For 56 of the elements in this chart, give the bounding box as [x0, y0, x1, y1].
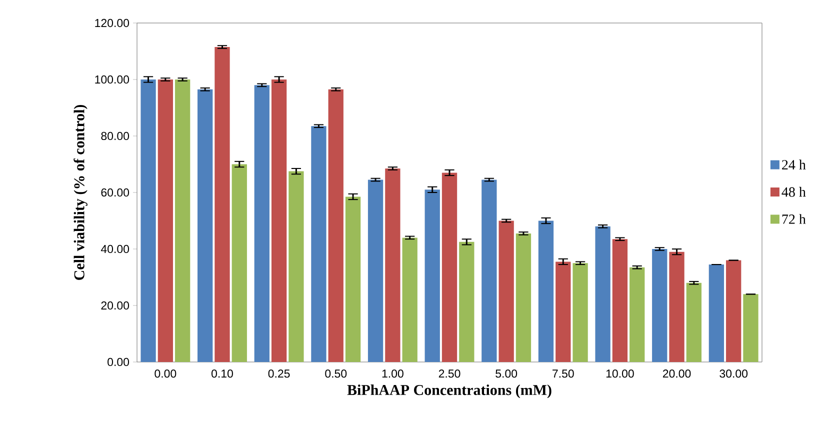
bar — [402, 238, 418, 362]
bar — [345, 196, 361, 362]
x-tick-label: 20.00 — [662, 370, 691, 378]
bar — [612, 239, 628, 362]
bar — [140, 79, 156, 362]
x-tick-label: 0.00 — [154, 370, 176, 378]
bar — [368, 180, 384, 362]
bar — [198, 89, 213, 362]
bar — [652, 248, 668, 362]
bar — [214, 47, 230, 362]
x-tick-label: 30.00 — [720, 370, 748, 378]
legend-label: 48 h — [782, 186, 806, 197]
x-tick-label: 0.10 — [212, 370, 233, 378]
bar — [726, 260, 742, 362]
x-axis-title: BiPhAAP Concentrations (mM) — [347, 384, 552, 398]
x-tick-label: 7.50 — [552, 370, 574, 378]
bar — [288, 171, 304, 362]
x-tick-label: 0.25 — [268, 370, 290, 378]
bar — [572, 263, 588, 362]
bar — [686, 282, 702, 362]
bar — [424, 190, 440, 362]
x-tick-label: 0.50 — [325, 370, 347, 378]
bar — [538, 220, 554, 362]
bar — [254, 85, 270, 362]
bar — [459, 242, 474, 362]
x-tick-label: 2.50 — [438, 370, 460, 378]
bar — [311, 126, 326, 362]
bar — [442, 172, 458, 362]
bar — [158, 79, 173, 362]
y-axis-title: Cell viability (% of control) — [74, 104, 88, 280]
bar — [174, 79, 190, 362]
x-tick-label: 1.00 — [382, 370, 404, 378]
y-tick-label: 60.00 — [101, 188, 130, 197]
y-tick-label: 0.00 — [108, 358, 130, 366]
x-tick-label: 10.00 — [606, 370, 634, 378]
x-tick-label: 5.00 — [496, 370, 518, 378]
bar — [556, 262, 571, 362]
bar — [385, 168, 400, 362]
bar — [328, 89, 344, 362]
bar — [630, 267, 645, 362]
bar — [232, 164, 247, 362]
bar — [498, 220, 514, 362]
bar — [669, 252, 684, 362]
y-tick-label: 80.00 — [101, 132, 130, 140]
bar — [271, 79, 287, 362]
y-tick-label: 20.00 — [101, 301, 130, 310]
y-tick-label: 40.00 — [100, 244, 130, 254]
legend-label: 72 h — [782, 214, 806, 224]
bar — [482, 180, 497, 362]
bar — [595, 226, 610, 362]
y-tick-label: 120.00 — [95, 18, 130, 28]
bar — [708, 264, 724, 362]
bar — [743, 294, 758, 362]
legend-label: 24 h — [782, 160, 806, 170]
y-tick-label: 100.00 — [95, 75, 130, 84]
bar — [516, 233, 532, 362]
